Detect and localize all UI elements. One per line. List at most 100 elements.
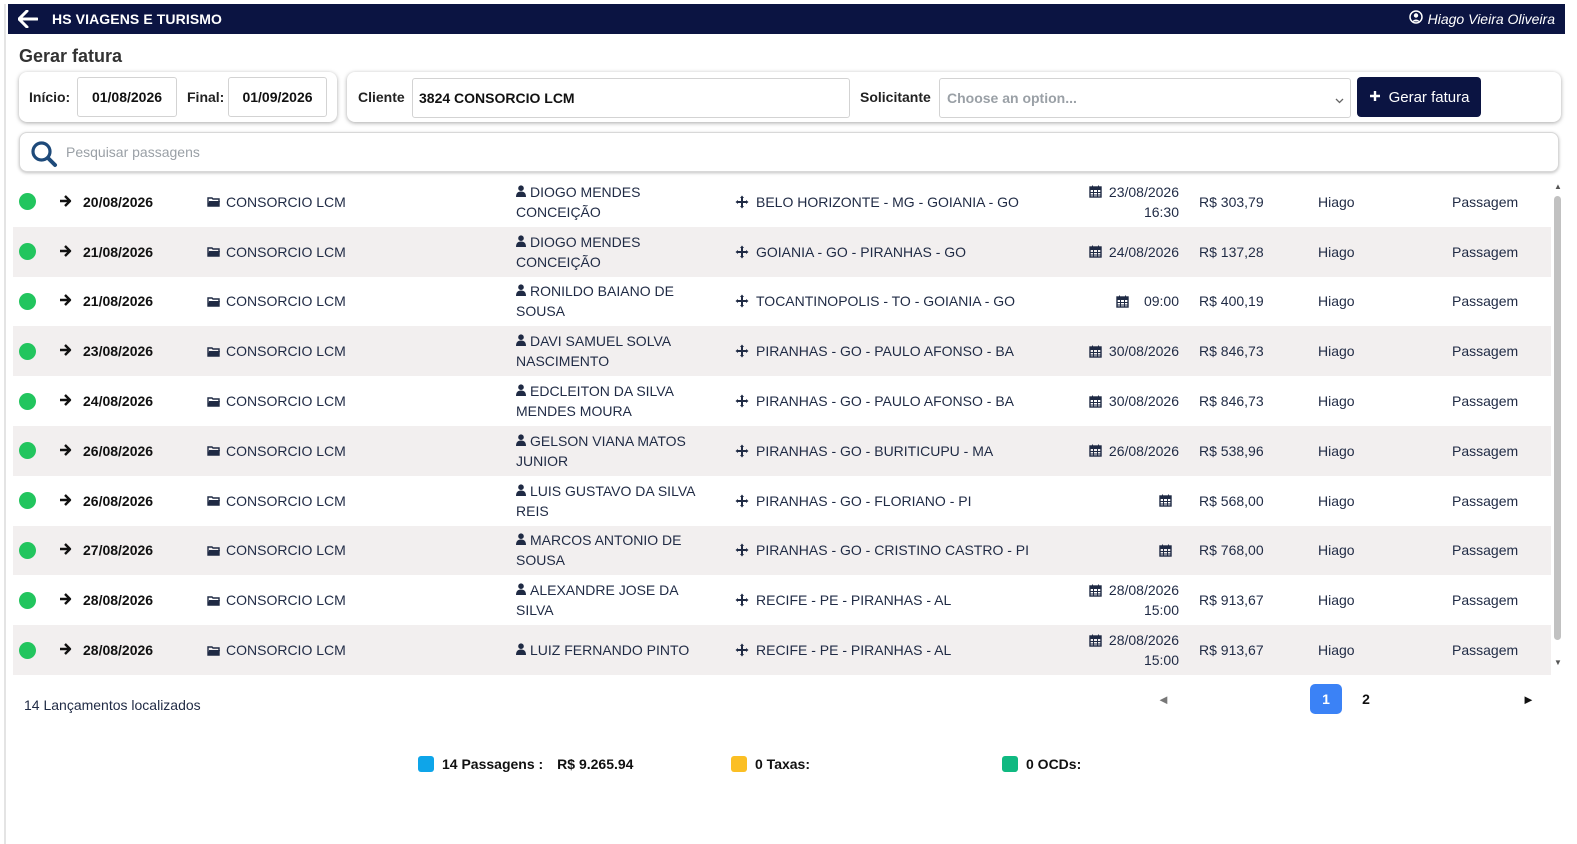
amount-cell: R$ 913,67 — [1199, 642, 1264, 659]
route-text: GOIANIA - GO - PIRANHAS - GO — [756, 243, 967, 260]
calendar-icon — [1159, 494, 1172, 507]
pagination-page-2[interactable]: 2 — [1362, 691, 1370, 707]
arrow-right-icon[interactable] — [59, 293, 72, 309]
user-icon — [516, 643, 526, 656]
agent-cell: Hiago — [1318, 442, 1355, 459]
folder-icon — [207, 396, 221, 407]
passenger-name: LUIZ FERNANDO PINTO — [530, 642, 690, 659]
passagens-label: 14 Passagens : — [442, 756, 544, 772]
route-text: PIRANHAS - GO - BURITICUPU - MA — [756, 442, 994, 459]
arrow-right-icon[interactable] — [59, 493, 72, 509]
status-cell — [19, 376, 36, 426]
client-field[interactable]: 3824 CONSORCIO LCM — [412, 78, 850, 118]
user-icon — [516, 384, 526, 397]
scroll-thumb[interactable] — [1554, 196, 1561, 640]
pagination-page-1[interactable]: 1 — [1310, 684, 1342, 714]
passenger-cell: ALEXANDRE JOSE DA SILVA — [516, 575, 711, 625]
requester-select[interactable]: Choose an option... — [939, 78, 1351, 118]
passenger-wrap: DIOGO MENDES CONCEIÇÃO — [516, 232, 711, 272]
trip-date-line: 09:00 — [1116, 291, 1179, 311]
trip-date-line: 30/08/2026 — [1089, 391, 1179, 411]
search-bar — [19, 132, 1559, 172]
trip-time: 09:00 — [1143, 293, 1179, 310]
row-date: 27/08/2026 — [83, 542, 154, 559]
table-row[interactable]: 20/08/2026 CONSORCIO LCM DIOGO MENDES CONC… — [13, 177, 1551, 227]
status-cell — [19, 526, 36, 576]
trip-date-wrap: 23/08/2026 16:30 — [1089, 182, 1179, 222]
calendar-icon — [1089, 634, 1102, 647]
agent-cell: Hiago — [1318, 492, 1355, 509]
passagens-value: R$ 9.265.94 — [557, 756, 634, 772]
route-text: RECIFE - PE - PIRANHAS - AL — [756, 592, 952, 609]
generate-invoice-button[interactable]: Gerar fatura — [1357, 77, 1481, 117]
table-row[interactable]: 28/08/2026 CONSORCIO LCM LUIZ FERNANDO PIN… — [13, 625, 1551, 675]
end-date-field[interactable]: 01/09/2026 — [228, 77, 327, 117]
trip-date-line: 23/08/2026 — [1089, 182, 1179, 202]
arrow-right-icon[interactable] — [59, 393, 72, 409]
route-cell: BELO HORIZONTE - MG - GOIANIA - GO — [735, 177, 1019, 227]
status-dot-icon — [19, 541, 36, 559]
client-name: CONSORCIO LCM — [226, 343, 346, 360]
calendar-icon — [1089, 395, 1102, 408]
start-date-field[interactable]: 01/08/2026 — [77, 77, 177, 117]
amount-cell: R$ 568,00 — [1199, 492, 1264, 509]
passenger-cell: EDCLEITON DA SILVA MENDES MOURA — [516, 376, 711, 426]
trip-date: 30/08/2026 — [1108, 343, 1179, 360]
arrow-right-icon[interactable] — [59, 443, 72, 459]
start-date-label: Início: — [29, 89, 71, 105]
arrow-right-icon[interactable] — [59, 244, 72, 260]
arrow-right-icon[interactable] — [59, 194, 72, 210]
client-label: Cliente — [358, 89, 405, 105]
scroll-down-icon[interactable]: ▼ — [1554, 658, 1562, 667]
passenger-cell: DAVI SAMUEL SOLVA NASCIMENTO — [516, 326, 711, 376]
route-text: PIRANHAS - GO - PAULO AFONSO - BA — [756, 393, 1015, 410]
arrow-right-icon[interactable] — [59, 343, 72, 359]
user-menu[interactable]: Hiago Vieira Oliveira — [1408, 10, 1555, 27]
results-count: 14 Lançamentos localizados — [24, 697, 201, 713]
table-scrollbar[interactable]: ▲ ▼ — [1553, 180, 1563, 670]
arrow-right-icon[interactable] — [59, 592, 72, 608]
client-name: CONSORCIO LCM — [226, 442, 346, 459]
type-cell: Passagem — [1452, 642, 1519, 659]
plus-icon — [1369, 89, 1381, 106]
scroll-up-icon[interactable]: ▲ — [1554, 182, 1562, 191]
calendar-icon — [1089, 345, 1102, 358]
arrow-cell — [59, 376, 72, 426]
arrow-right-icon[interactable] — [59, 542, 72, 558]
table-row[interactable]: 24/08/2026 CONSORCIO LCM EDCLEITON DA SILV… — [13, 376, 1551, 426]
user-icon — [516, 533, 526, 546]
trip-date-line: 28/08/2026 — [1089, 630, 1179, 650]
status-cell — [19, 575, 36, 625]
passenger-wrap: GELSON VIANA MATOS JUNIOR — [516, 431, 711, 471]
arrow-cell — [59, 426, 72, 476]
table-row[interactable]: 21/08/2026 CONSORCIO LCM RONILDO BAIANO DE… — [13, 277, 1551, 327]
arrow-cell — [59, 326, 72, 376]
table-row[interactable]: 26/08/2026 CONSORCIO LCM LUIS GUSTAVO DA S… — [13, 476, 1551, 526]
table-row[interactable]: 27/08/2026 CONSORCIO LCM MARCOS ANTONIO DE… — [13, 525, 1551, 576]
trip-date: 24/08/2026 — [1108, 243, 1179, 260]
status-cell — [19, 476, 36, 526]
arrow-right-icon[interactable] — [59, 642, 72, 658]
row-date: 21/08/2026 — [83, 293, 154, 310]
search-icon — [30, 140, 58, 173]
passenger-name: EDCLEITON DA SILVA MENDES MOURA — [516, 383, 674, 420]
agent-cell: Hiago — [1318, 243, 1355, 260]
table-row[interactable]: 21/08/2026 CONSORCIO LCM DIOGO MENDES CONC… — [13, 226, 1551, 277]
table-row[interactable]: 26/08/2026 CONSORCIO LCM GELSON VIANA MATO… — [13, 425, 1551, 476]
agent-cell: Hiago — [1318, 193, 1355, 210]
route-cell: PIRANHAS - GO - PAULO AFONSO - BA — [735, 376, 1014, 426]
row-date: 28/08/2026 — [83, 642, 154, 659]
search-input[interactable] — [64, 143, 1468, 161]
back-arrow-icon[interactable] — [18, 9, 40, 29]
client-cell: CONSORCIO LCM — [207, 227, 346, 277]
user-icon — [516, 185, 526, 197]
agent-cell: Hiago — [1318, 542, 1355, 559]
arrow-cell — [59, 625, 72, 675]
pagination-prev[interactable]: ◄ — [1157, 692, 1170, 707]
passenger-cell: DIOGO MENDES CONCEIÇÃO — [516, 227, 711, 277]
pagination-next[interactable]: ► — [1522, 692, 1535, 707]
type-cell: Passagem — [1452, 193, 1519, 210]
table-row[interactable]: 28/08/2026 CONSORCIO LCM ALEXANDRE JOSE DA… — [13, 575, 1551, 625]
row-date: 28/08/2026 — [83, 592, 154, 609]
table-row[interactable]: 23/08/2026 CONSORCIO LCM DAVI SAMUEL SOLVA… — [13, 326, 1551, 377]
